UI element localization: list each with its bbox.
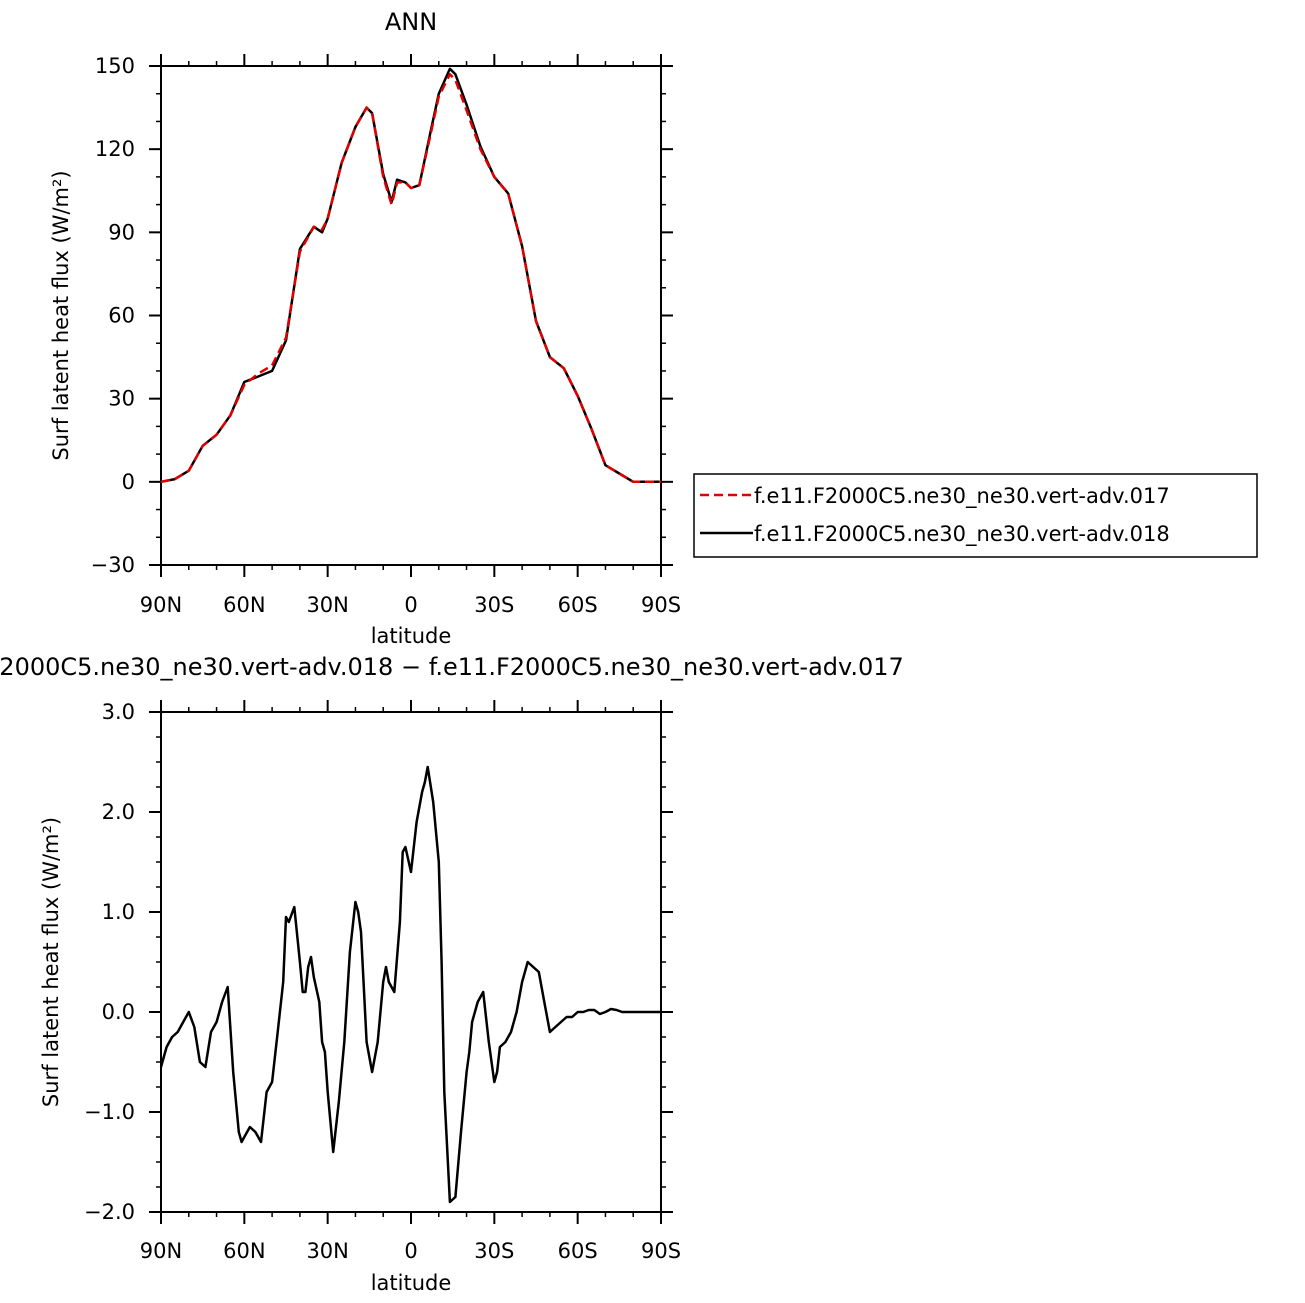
y-tick-label: 1.0: [102, 900, 135, 924]
y-tick-label: 120: [95, 137, 135, 161]
panel-top-chart: ANN −30 0 30 60 90 120 150 90N 60N 30N 0 30S 60S 90S la…: [49, 8, 681, 648]
x-axis-title: latitude: [371, 1271, 452, 1295]
x-tick-label: 30S: [474, 593, 514, 617]
y-axis-title: Surf latent heat flux (W/m²): [39, 817, 63, 1107]
plot-frame: [160, 711, 662, 1213]
x-axis-title: latitude: [371, 624, 452, 648]
x-tick-label: 90N: [140, 593, 182, 617]
series-line-1: [160, 67, 661, 484]
y-tick-label: 60: [108, 304, 135, 328]
y-tick-label: 90: [108, 220, 135, 244]
legend-label-0: f.e11.F2000C5.ne30_ne30.vert-adv.017: [754, 484, 1170, 509]
plot-frame: [160, 65, 662, 566]
y-tick-label: 150: [95, 54, 135, 78]
x-tick-label: 0: [404, 1239, 417, 1263]
x-tick-label: 30N: [306, 593, 348, 617]
legend-label-1: f.e11.F2000C5.ne30_ne30.vert-adv.018: [754, 522, 1170, 547]
y-tick-label: −30: [91, 553, 135, 577]
x-tick-label: 30N: [306, 1239, 348, 1263]
series-line-0: [160, 73, 661, 484]
x-tick-label: 90S: [641, 593, 681, 617]
x-tick-label: 90N: [140, 1239, 182, 1263]
y-tick-label: 0: [122, 470, 135, 494]
y-tick-label: 3.0: [102, 700, 135, 724]
series-line-0: [159, 765, 661, 1204]
y-tick-label: −2.0: [84, 1200, 135, 1224]
plot-title: ANN: [385, 8, 437, 36]
x-tick-label: 60N: [223, 593, 265, 617]
y-tick-label: 30: [108, 387, 135, 411]
x-tick-label: 60N: [223, 1239, 265, 1263]
y-axis-title: Surf latent heat flux (W/m²): [49, 170, 73, 460]
y-tick-label: −1.0: [84, 1100, 135, 1124]
x-tick-label: 0: [404, 593, 417, 617]
x-tick-label: 30S: [474, 1239, 514, 1263]
x-tick-label: 90S: [641, 1239, 681, 1263]
panel-bottom-chart: f.e11.F2000C5.ne30_ne30.vert-adv.018 − f…: [0, 653, 904, 1295]
x-tick-label: 60S: [558, 1239, 598, 1263]
legend-box: [693, 473, 1258, 558]
y-tick-label: 2.0: [102, 800, 135, 824]
x-tick-label: 60S: [558, 593, 598, 617]
plot-title: f.e11.F2000C5.ne30_ne30.vert-adv.018 − f…: [0, 653, 904, 681]
y-tick-label: 0.0: [102, 1000, 135, 1024]
legend: f.e11.F2000C5.ne30_ne30.vert-adv.017 f.e1…: [693, 473, 1258, 558]
